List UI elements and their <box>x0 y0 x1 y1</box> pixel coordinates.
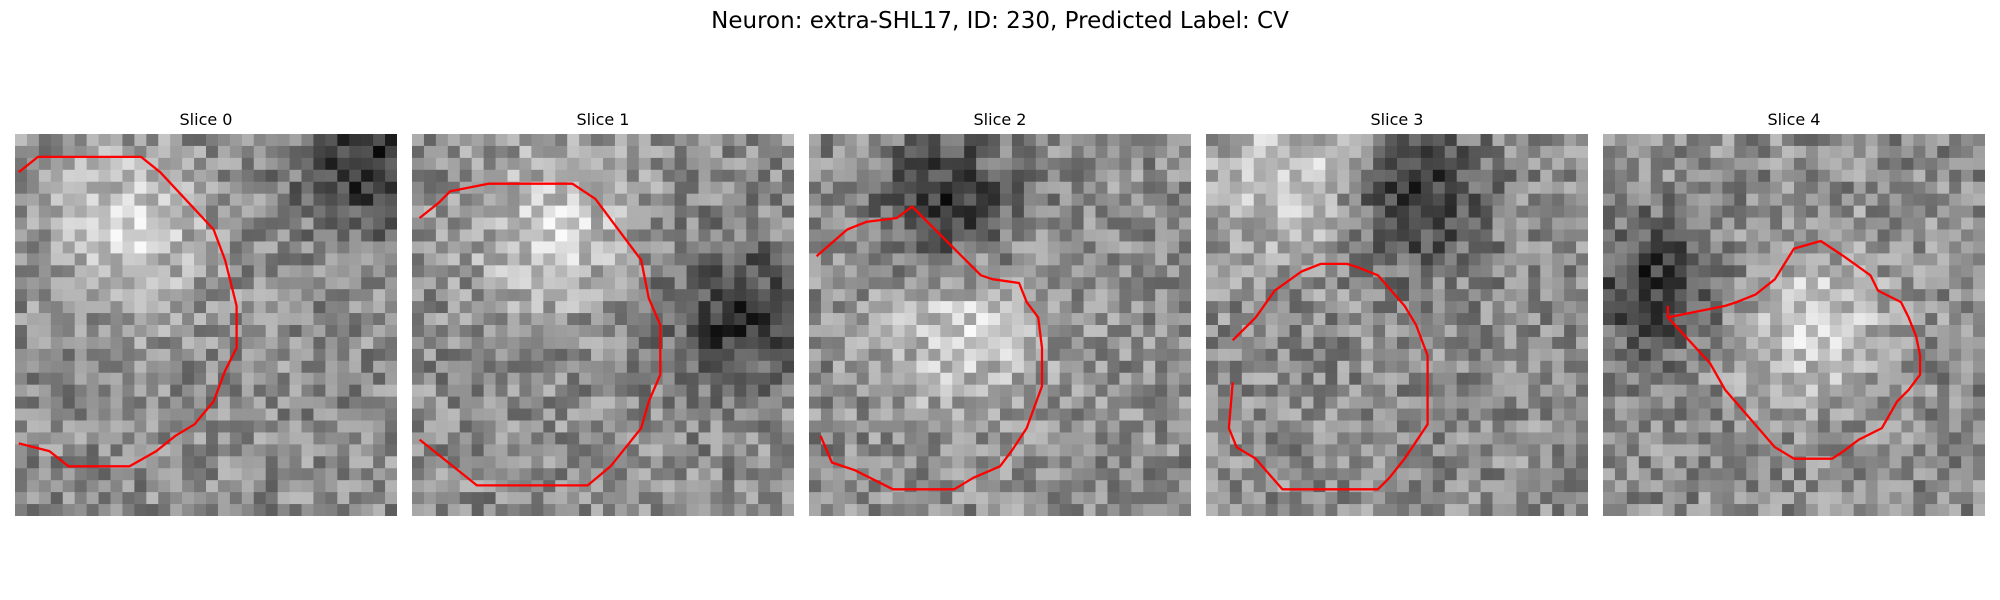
slice-panel-3: Slice 3 <box>1206 109 1588 516</box>
slice-image <box>412 134 794 516</box>
slice-panel-0: Slice 0 <box>15 109 397 516</box>
slice-title: Slice 1 <box>576 110 630 129</box>
slice-image <box>1603 134 1985 516</box>
contour-outline <box>815 205 1044 491</box>
contour-outline <box>18 155 238 468</box>
slice-image <box>809 134 1191 516</box>
slice-image <box>1206 134 1588 516</box>
contour-outline <box>1227 262 1429 491</box>
slice-title: Slice 3 <box>1370 110 1424 129</box>
slice-image <box>15 134 397 516</box>
contour-outline <box>418 182 662 487</box>
pixel-grid <box>412 134 794 516</box>
slice-panel-4: Slice 4 <box>1603 109 1985 516</box>
contour-outline <box>1666 239 1922 460</box>
slice-title: Slice 2 <box>973 110 1027 129</box>
slice-title: Slice 4 <box>1767 110 1821 129</box>
pixel-grid <box>1603 134 1985 516</box>
slice-panel-1: Slice 1 <box>412 109 794 516</box>
pixel-grid <box>1206 134 1588 516</box>
slice-title: Slice 0 <box>179 110 233 129</box>
figure-title: Neuron: extra-SHL17, ID: 230, Predicted … <box>711 8 1289 34</box>
slice-panel-2: Slice 2 <box>809 109 1191 516</box>
pixel-grid <box>809 134 1191 516</box>
pixel-grid <box>15 134 397 516</box>
